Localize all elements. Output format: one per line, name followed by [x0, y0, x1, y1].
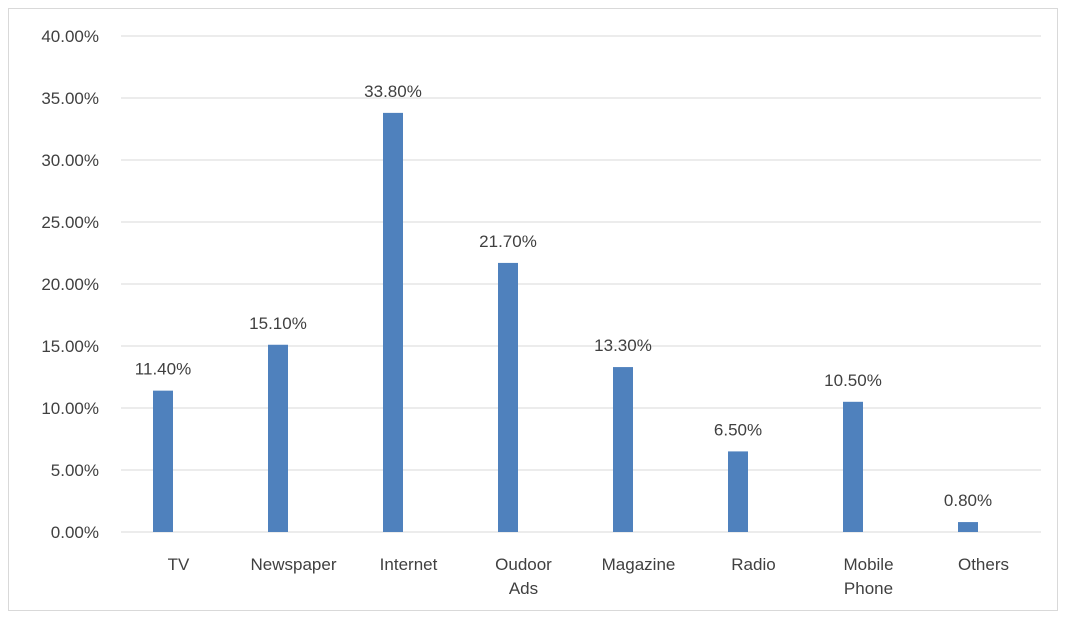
- category-label: Magazine: [602, 555, 676, 574]
- y-tick-label: 5.00%: [51, 461, 99, 480]
- data-label: 10.50%: [824, 371, 882, 390]
- category-label: Oudoor Ads: [495, 555, 552, 598]
- category-label: Radio: [731, 555, 775, 574]
- y-tick-label: 20.00%: [41, 275, 99, 294]
- data-label: 13.30%: [594, 336, 652, 355]
- category-label: Mobile Phone: [843, 555, 893, 598]
- category-label: Newspaper: [251, 555, 337, 574]
- data-label: 21.70%: [479, 232, 537, 251]
- bar-oudoor-ads: [498, 262, 518, 532]
- bar-tv: [153, 390, 173, 532]
- bar-others: [958, 522, 978, 532]
- y-tick-label: 35.00%: [41, 89, 99, 108]
- y-tick-label: 25.00%: [41, 213, 99, 232]
- data-label: 11.40%: [135, 360, 191, 379]
- y-tick-label: 40.00%: [41, 27, 99, 46]
- data-label: 33.80%: [364, 82, 422, 101]
- y-tick-label: 0.00%: [51, 523, 99, 542]
- bar-magazine: [613, 367, 633, 532]
- bar-internet: [383, 112, 403, 532]
- data-label: 6.50%: [714, 420, 762, 439]
- bar-mobile-phone: [843, 401, 863, 532]
- category-label: Others: [958, 555, 1009, 574]
- data-label: 0.80%: [944, 491, 992, 510]
- data-label: 15.10%: [249, 314, 307, 333]
- category-label: Internet: [380, 555, 438, 574]
- chart-frame: [8, 8, 1058, 611]
- y-tick-label: 10.00%: [41, 399, 99, 418]
- y-tick-label: 15.00%: [41, 337, 99, 356]
- bar-radio: [728, 451, 748, 532]
- category-label: TV: [168, 555, 190, 574]
- y-tick-label: 30.00%: [41, 151, 99, 170]
- bar-newspaper: [268, 344, 288, 532]
